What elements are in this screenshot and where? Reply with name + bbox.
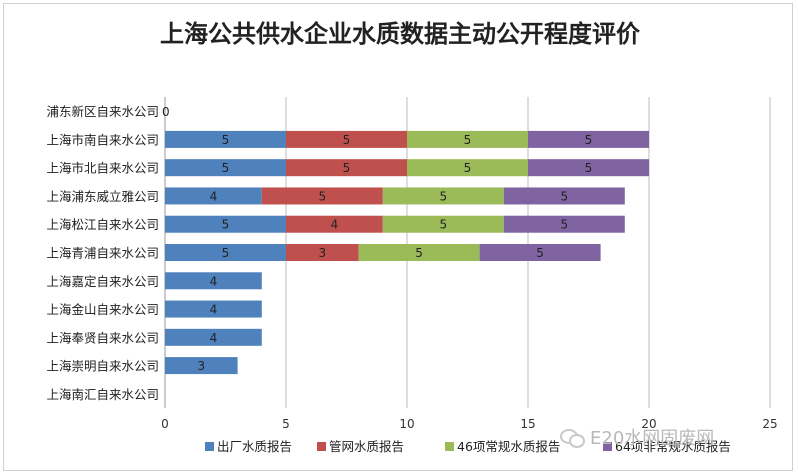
legend-swatch xyxy=(205,442,214,451)
x-tick-label: 20 xyxy=(641,417,656,431)
bar-segment xyxy=(165,272,262,290)
bar-segment xyxy=(503,215,625,233)
data-label: 4 xyxy=(210,274,218,288)
bar-segment xyxy=(165,357,238,375)
category-label: 上海市北自来水公司 xyxy=(46,161,159,176)
data-label: 5 xyxy=(560,218,568,232)
bar-segment xyxy=(382,215,504,233)
legend-label: 46项常规水质报告 xyxy=(457,439,560,454)
category-label: 上海松江自来水公司 xyxy=(46,217,159,232)
data-label: 5 xyxy=(343,133,351,147)
data-label: 4 xyxy=(210,331,218,345)
category-label: 上海嘉定自来水公司 xyxy=(46,274,159,289)
data-label: 0 xyxy=(162,105,170,119)
bar-segment xyxy=(261,187,383,205)
data-label: 3 xyxy=(197,359,205,373)
bar-segment xyxy=(165,300,262,318)
legend-swatch xyxy=(445,442,454,451)
bar-segment xyxy=(165,244,286,261)
data-label: 5 xyxy=(415,246,423,260)
category-label: 上海金山自来水公司 xyxy=(46,302,159,317)
data-label: 4 xyxy=(210,189,218,203)
data-label: 5 xyxy=(585,161,593,175)
data-label: 5 xyxy=(318,189,326,203)
bar-segment xyxy=(286,215,383,233)
data-label: 5 xyxy=(343,161,351,175)
category-label: 上海奉贤自来水公司 xyxy=(46,330,159,345)
data-label: 5 xyxy=(536,246,544,260)
bar-segment xyxy=(479,244,601,261)
data-label: 5 xyxy=(222,246,230,260)
data-label: 4 xyxy=(210,303,218,317)
category-label: 浦东新区自来水公司 xyxy=(46,104,159,119)
wechat-icon xyxy=(560,427,586,448)
data-label: 5 xyxy=(464,133,472,147)
bar-segment xyxy=(382,187,504,205)
bar-segment xyxy=(165,187,262,205)
x-tick-label: 5 xyxy=(282,417,290,431)
category-label: 上海浦东威立雅公司 xyxy=(46,189,159,204)
category-label: 上海市南自来水公司 xyxy=(46,132,159,147)
data-label: 3 xyxy=(318,246,326,260)
watermark: E20水网固废网 xyxy=(560,424,714,450)
bar-segment xyxy=(165,215,286,233)
data-label: 4 xyxy=(331,218,339,232)
legend-label: 管网水质报告 xyxy=(329,439,404,454)
data-label: 5 xyxy=(222,161,230,175)
chart-frame xyxy=(3,3,793,471)
data-label: 5 xyxy=(560,189,568,203)
x-tick-label: 0 xyxy=(161,417,169,431)
legend-label: 64项非常规水质报告 xyxy=(615,439,731,454)
bar-segment xyxy=(407,159,528,177)
data-label: 5 xyxy=(222,133,230,147)
category-label: 上海南汇自来水公司 xyxy=(46,387,159,402)
bar-segment xyxy=(286,159,407,177)
x-tick-label: 25 xyxy=(762,417,777,431)
bar-segment xyxy=(286,244,359,261)
bar-segment xyxy=(528,130,649,148)
bar-segment xyxy=(165,159,286,177)
category-label: 上海崇明自来水公司 xyxy=(46,359,159,374)
chart-title: 上海公共供水企业水质数据主动公开程度评价 xyxy=(160,19,640,48)
watermark-text: E20水网固废网 xyxy=(590,428,715,449)
bar-segment xyxy=(407,130,528,148)
legend-label: 出厂水质报告 xyxy=(217,439,292,454)
data-label: 5 xyxy=(439,218,447,232)
x-tick-label: 10 xyxy=(399,417,414,431)
bar-segment xyxy=(503,187,625,205)
bar-segment xyxy=(286,130,407,148)
category-label: 上海青浦自来水公司 xyxy=(46,246,159,261)
data-label: 5 xyxy=(464,161,472,175)
x-tick-label: 15 xyxy=(520,417,535,431)
data-label: 5 xyxy=(222,218,230,232)
bar-segment xyxy=(165,328,262,346)
bar-segment xyxy=(528,159,649,177)
legend-swatch xyxy=(603,442,612,451)
bar-segment xyxy=(358,244,480,261)
data-label: 5 xyxy=(439,189,447,203)
bar-segment xyxy=(165,130,286,148)
legend-swatch xyxy=(317,442,326,451)
data-label: 5 xyxy=(585,133,593,147)
